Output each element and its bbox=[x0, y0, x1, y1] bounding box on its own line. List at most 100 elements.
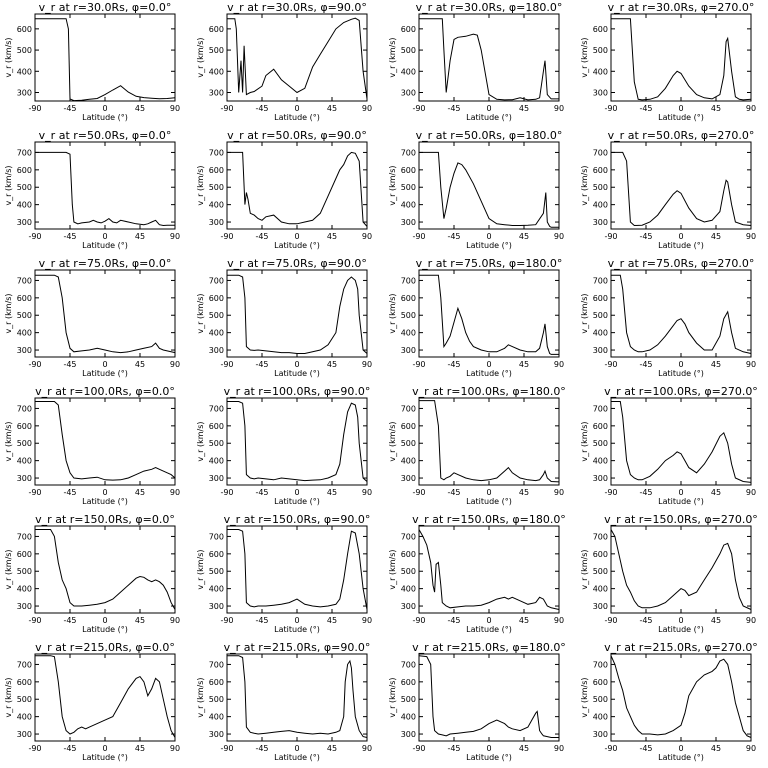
y-tick-label: 700 bbox=[593, 404, 608, 413]
y-tick-label: 600 bbox=[401, 25, 416, 34]
x-tick-label: 0 bbox=[294, 488, 299, 497]
x-axis-label: Latitude (°) bbox=[82, 241, 128, 250]
series-line bbox=[227, 274, 368, 354]
y-axis-label: v_r (km/s) bbox=[4, 165, 13, 205]
panel-title: v_r at r=150.0Rs, φ=270.0° bbox=[604, 513, 758, 526]
plot-frame bbox=[610, 397, 752, 486]
y-tick-label: 500 bbox=[593, 311, 608, 320]
x-axis-label: Latitude (°) bbox=[658, 369, 704, 378]
y-tick-label: 400 bbox=[209, 329, 224, 338]
y-tick-label: 300 bbox=[17, 602, 32, 611]
panel-7: v_r at r=50.0Rs, φ=180.0° -90 -45 0 45 90 300 4… bbox=[388, 129, 564, 250]
panel-title: v_r at r=50.0Rs, φ=270.0° bbox=[608, 129, 755, 142]
x-tick-label: -45 bbox=[255, 488, 268, 497]
x-tick-label: 45 bbox=[711, 232, 721, 241]
y-tick-label: 600 bbox=[209, 422, 224, 431]
x-tick-label: -90 bbox=[604, 232, 617, 241]
y-tick-label: 700 bbox=[209, 404, 224, 413]
y-tick-label: 400 bbox=[209, 585, 224, 594]
x-axis-label: Latitude (°) bbox=[466, 241, 512, 250]
x-tick-label: 45 bbox=[519, 232, 529, 241]
x-tick-label: 0 bbox=[294, 360, 299, 369]
panel-16: v_r at r=100.0Rs, φ=270.0° -90 -45 0 45 90 300… bbox=[580, 385, 758, 506]
y-tick-label: 500 bbox=[17, 311, 32, 320]
series-line bbox=[610, 655, 752, 738]
y-axis-label: v_r (km/s) bbox=[580, 421, 589, 461]
y-tick-label: 500 bbox=[401, 567, 416, 576]
x-tick-label: 90 bbox=[362, 744, 372, 753]
x-tick-label: -90 bbox=[28, 488, 41, 497]
panel-title: v_r at r=100.0Rs, φ=90.0° bbox=[224, 385, 371, 398]
x-tick-label: 0 bbox=[678, 616, 683, 625]
x-tick-label: 0 bbox=[102, 232, 107, 241]
y-tick-label: 600 bbox=[401, 550, 416, 559]
panel-14: v_r at r=100.0Rs, φ=90.0° -90 -45 0 45 90 300 4… bbox=[196, 385, 372, 506]
y-tick-label: 300 bbox=[593, 218, 608, 227]
y-tick-label: 700 bbox=[17, 404, 32, 413]
y-tick-label: 600 bbox=[17, 422, 32, 431]
x-tick-label: -90 bbox=[220, 616, 233, 625]
panel-title: v_r at r=75.0Rs, φ=0.0° bbox=[39, 257, 172, 270]
x-tick-label: -90 bbox=[412, 104, 425, 113]
y-tick-label: 500 bbox=[401, 311, 416, 320]
y-tick-label: 400 bbox=[17, 457, 32, 466]
y-tick-label: 600 bbox=[593, 25, 608, 34]
y-axis-label: v_r (km/s) bbox=[388, 549, 397, 589]
y-tick-label: 600 bbox=[209, 25, 224, 34]
y-axis-label: v_r (km/s) bbox=[580, 37, 589, 77]
y-tick-label: 300 bbox=[401, 602, 416, 611]
y-tick-label: 400 bbox=[209, 457, 224, 466]
x-tick-label: -45 bbox=[447, 616, 460, 625]
x-tick-label: 45 bbox=[711, 360, 721, 369]
panel-17: v_r at r=150.0Rs, φ=0.0° -90 -45 0 45 90 300 40… bbox=[4, 513, 180, 634]
plot-frame bbox=[34, 141, 176, 230]
panel-15: v_r at r=100.0Rs, φ=180.0° -90 -45 0 45 90 300… bbox=[388, 385, 566, 506]
y-tick-label: 700 bbox=[593, 532, 608, 541]
series-line bbox=[418, 655, 559, 738]
x-tick-label: -45 bbox=[447, 232, 460, 241]
panel-4: v_r at r=30.0Rs, φ=270.0° -90 -45 0 45 90 300 4… bbox=[580, 1, 756, 122]
y-tick-label: 700 bbox=[401, 532, 416, 541]
y-tick-label: 700 bbox=[17, 276, 32, 285]
panel-title: v_r at r=75.0Rs, φ=270.0° bbox=[608, 257, 755, 270]
y-tick-label: 300 bbox=[593, 730, 608, 739]
x-axis-label: Latitude (°) bbox=[658, 753, 704, 762]
y-tick-label: 300 bbox=[593, 602, 608, 611]
plot-frame bbox=[610, 653, 752, 742]
plot-frame bbox=[418, 397, 560, 486]
x-tick-label: 90 bbox=[170, 104, 180, 113]
series-line bbox=[35, 274, 176, 354]
y-tick-label: 600 bbox=[209, 294, 224, 303]
panel-2: v_r at r=30.0Rs, φ=90.0° -90 -45 0 45 90 300 40… bbox=[196, 1, 372, 122]
y-tick-label: 500 bbox=[209, 46, 224, 55]
x-tick-label: 0 bbox=[102, 360, 107, 369]
x-tick-label: -90 bbox=[412, 232, 425, 241]
x-tick-label: -45 bbox=[639, 744, 652, 753]
y-tick-label: 700 bbox=[593, 148, 608, 157]
y-tick-label: 700 bbox=[401, 276, 416, 285]
y-axis-label: v_r (km/s) bbox=[196, 421, 205, 461]
plot-frame bbox=[418, 13, 560, 102]
x-tick-label: 45 bbox=[327, 744, 337, 753]
x-tick-label: 45 bbox=[135, 360, 145, 369]
x-tick-label: -45 bbox=[447, 360, 460, 369]
x-tick-label: 45 bbox=[519, 104, 529, 113]
x-tick-label: 45 bbox=[711, 104, 721, 113]
x-axis-label: Latitude (°) bbox=[82, 497, 128, 506]
panel-title: v_r at r=215.0Rs, φ=90.0° bbox=[224, 641, 371, 654]
series-line bbox=[419, 400, 560, 483]
x-tick-label: 45 bbox=[711, 744, 721, 753]
x-axis-label: Latitude (°) bbox=[466, 497, 512, 506]
x-tick-label: -45 bbox=[255, 616, 268, 625]
y-tick-label: 700 bbox=[17, 660, 32, 669]
x-tick-label: -45 bbox=[639, 104, 652, 113]
x-tick-label: -90 bbox=[28, 360, 41, 369]
y-tick-label: 700 bbox=[209, 660, 224, 669]
y-tick-label: 300 bbox=[593, 89, 608, 98]
y-tick-label: 700 bbox=[401, 404, 416, 413]
y-axis-label: v_r (km/s) bbox=[388, 165, 397, 205]
x-tick-label: -45 bbox=[63, 360, 76, 369]
y-axis-label: v_r (km/s) bbox=[388, 421, 397, 461]
x-tick-label: 90 bbox=[746, 488, 756, 497]
y-tick-label: 400 bbox=[17, 201, 32, 210]
